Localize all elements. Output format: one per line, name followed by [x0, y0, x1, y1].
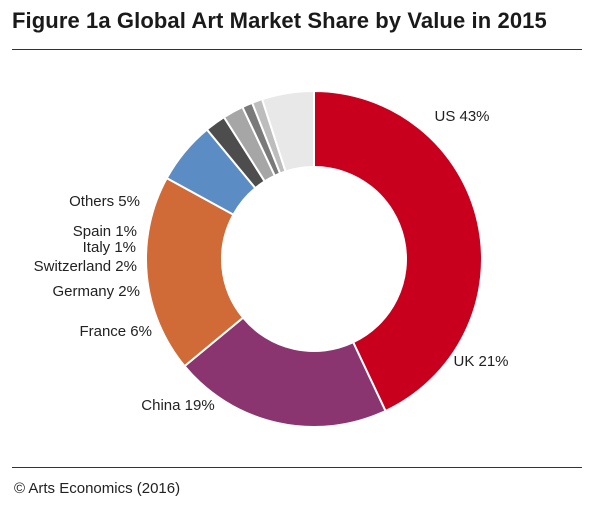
chart-title: Figure 1a Global Art Market Share by Val…	[12, 8, 547, 33]
slice-uk	[183, 316, 387, 429]
label-france: France 6%	[79, 323, 152, 340]
label-italy: Italy 1%	[83, 239, 136, 256]
donut-slices	[144, 89, 483, 429]
label-others: Others 5%	[69, 193, 140, 210]
footer-rule	[12, 467, 582, 468]
label-germany: Germany 2%	[52, 283, 140, 300]
label-spain: Spain 1%	[73, 223, 137, 240]
title-rule	[12, 49, 582, 50]
label-us: US 43%	[434, 108, 489, 125]
label-switzerland: Switzerland 2%	[34, 258, 137, 275]
slice-us	[313, 89, 483, 413]
slice-labels: US 43% UK 21% China 19% France 6% Germany 2%…	[34, 108, 509, 414]
source-note: © Arts Economics (2016)	[14, 480, 181, 497]
label-china: China 19%	[141, 397, 214, 414]
slice-china	[144, 176, 245, 368]
label-uk: UK 21%	[453, 353, 508, 370]
slice-others	[260, 89, 315, 173]
